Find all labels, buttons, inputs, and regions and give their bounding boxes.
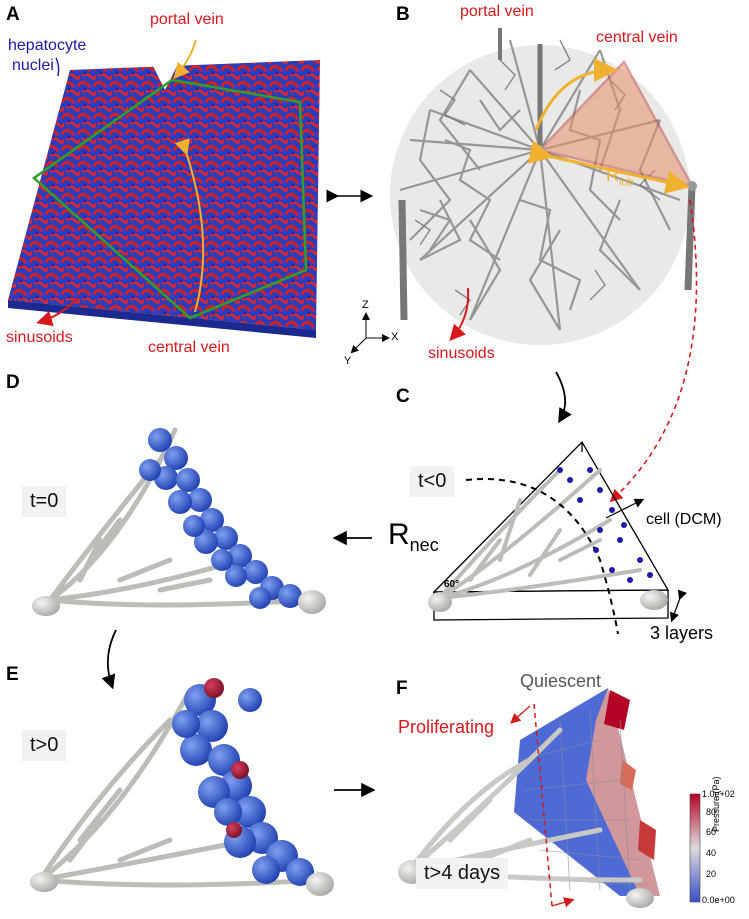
panel-b-network bbox=[350, 28, 698, 503]
colorbar-tick-40: 40 bbox=[706, 848, 717, 858]
sinusoids-label-b: sinusoids bbox=[428, 345, 495, 362]
panel-c-wedge bbox=[428, 440, 687, 635]
colorbar-tick-max: 1.0e+02 bbox=[702, 789, 735, 799]
arrow-d-to-e bbox=[101, 629, 117, 690]
angle-label: 60° bbox=[444, 579, 460, 590]
central-vein-label-b: central vein bbox=[596, 29, 678, 46]
panel-label-e: E bbox=[6, 664, 19, 685]
central-vein-arrow-a bbox=[174, 138, 205, 313]
colorbar-tick-20: 20 bbox=[706, 869, 717, 879]
panel-a-tissue bbox=[8, 39, 320, 338]
time-label-c: t<0 bbox=[410, 466, 455, 497]
r-nec-label: Rnec bbox=[388, 518, 439, 555]
central-vein-arrow-b bbox=[534, 58, 618, 131]
nuclei-label: nuclei bbox=[12, 57, 54, 74]
portal-vein-arrow-a bbox=[173, 39, 197, 80]
central-vein-label-a: central vein bbox=[148, 339, 230, 356]
cell-dcm-label: cell (DCM) bbox=[646, 511, 722, 528]
r-lob-label: Rlob bbox=[606, 165, 634, 189]
panel-e-model bbox=[30, 678, 334, 896]
panel-label-d: D bbox=[6, 372, 20, 393]
panel-label-a: A bbox=[6, 4, 20, 25]
colorbar-tick-80: 80 bbox=[706, 807, 717, 817]
front-line bbox=[533, 703, 553, 907]
proliferating-label: Proliferating bbox=[398, 717, 495, 737]
necrotic-boundary bbox=[465, 478, 619, 635]
axis-z-label: Z bbox=[362, 299, 369, 311]
panel-label-c: C bbox=[396, 386, 410, 407]
colorbar-tick-60: 60 bbox=[706, 827, 717, 837]
sinusoid-arrow-a bbox=[36, 297, 79, 327]
panel-label-f: F bbox=[396, 678, 408, 699]
time-label-d: t=0 bbox=[22, 486, 67, 517]
sinusoids-label-a: sinusoids bbox=[6, 329, 73, 346]
time-label-f: t>4 days bbox=[416, 858, 509, 889]
layers-label: 3 layers bbox=[650, 623, 714, 643]
portal-vein-label-a: portal vein bbox=[150, 11, 224, 28]
hepatocyte-label: hepatocyte bbox=[8, 37, 87, 54]
r-lob-arrow bbox=[527, 140, 690, 194]
time-label-e: t>0 bbox=[22, 730, 67, 761]
pressure-colorbar bbox=[689, 793, 701, 903]
layers-arrow bbox=[669, 589, 687, 623]
colorbar-title: Pressure (Pa) bbox=[711, 776, 721, 832]
colorbar-tick-min: 0.0e+00 bbox=[702, 895, 735, 905]
arrow-b-to-c bbox=[555, 371, 572, 424]
portal-vein-label-b: portal vein bbox=[460, 3, 534, 20]
cell-pointer bbox=[605, 498, 645, 519]
panel-label-b: B bbox=[396, 4, 410, 25]
axis-triad bbox=[350, 312, 390, 354]
sinusoid-arrow-b bbox=[449, 287, 470, 341]
panel-d-model bbox=[32, 427, 326, 616]
quiescent-label: Quiescent bbox=[520, 671, 602, 691]
axis-x-label: X bbox=[391, 331, 399, 343]
axis-y-label: Y bbox=[344, 355, 352, 367]
lobule-outline bbox=[32, 78, 308, 320]
panel-f-model bbox=[398, 688, 701, 908]
